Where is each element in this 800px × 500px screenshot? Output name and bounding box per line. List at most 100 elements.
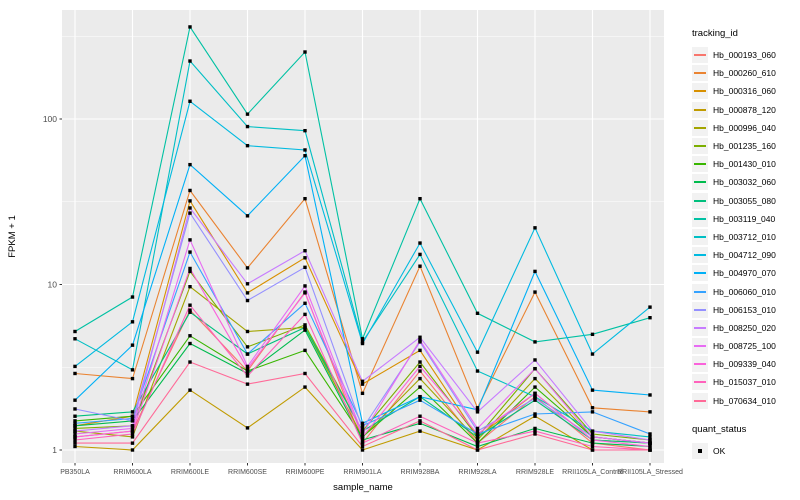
legend-item: Hb_070634_010 [692, 392, 798, 410]
data-point [245, 298, 250, 303]
data-point [590, 432, 595, 436]
data-point [418, 429, 422, 433]
data-point [73, 438, 77, 442]
data-point [418, 348, 422, 353]
legend-item: Hb_004970_070 [692, 264, 798, 282]
legend-key-line-icon [692, 247, 708, 264]
data-point [188, 308, 192, 312]
data-point [590, 438, 595, 442]
data-point [360, 379, 365, 384]
legend-line-swatch [694, 199, 706, 202]
legend-key-line-icon [692, 374, 708, 391]
data-point [188, 25, 192, 29]
data-point [360, 435, 365, 439]
data-point [303, 371, 307, 376]
data-point [475, 311, 480, 315]
legend-label: Hb_000260_610 [713, 68, 776, 79]
data-point [188, 269, 192, 274]
data-point [533, 412, 537, 416]
legend-label: Hb_004970_070 [713, 268, 776, 279]
data-point [245, 112, 250, 116]
legend-line-swatch [694, 345, 706, 348]
data-point [245, 345, 250, 349]
y-axis-title: FPKM + 1 [7, 215, 18, 258]
data-point [73, 432, 77, 436]
data-point [188, 99, 192, 103]
data-point [475, 432, 480, 436]
data-point [360, 382, 365, 386]
data-point [360, 444, 365, 449]
legend-item: Hb_006060_010 [692, 282, 798, 300]
data-point [245, 426, 250, 430]
data-point [73, 364, 77, 369]
legend-item: Hb_003032_060 [692, 173, 798, 191]
data-point [418, 376, 422, 381]
quant-legend-item: OK [692, 442, 798, 460]
legend-key-line-icon [692, 356, 708, 373]
data-point [188, 250, 192, 254]
data-point [648, 438, 652, 442]
data-point [533, 290, 537, 294]
data-point [188, 206, 192, 210]
data-point [130, 376, 135, 381]
data-point [303, 301, 307, 305]
data-point [188, 310, 192, 314]
legend-item: Hb_001430_010 [692, 155, 798, 173]
data-point [130, 435, 135, 439]
data-point [475, 444, 480, 449]
legend-label: Hb_000193_060 [713, 50, 776, 61]
x-tick-label: RRIM600LE [171, 469, 209, 476]
data-point [188, 303, 192, 307]
data-point [418, 264, 422, 268]
legend-line-swatch [694, 308, 706, 311]
x-tick-label: RRIM928LA [458, 469, 496, 476]
legend-label: Hb_001430_010 [713, 159, 776, 170]
data-point [303, 385, 307, 389]
data-point [303, 50, 307, 54]
legend-item: Hb_003712_010 [692, 228, 798, 246]
data-point [188, 211, 192, 215]
legend-item: Hb_008250_020 [692, 319, 798, 337]
data-point [533, 429, 537, 433]
x-tick-label: RRIM928LE [516, 469, 554, 476]
data-point [533, 396, 537, 401]
legend-square-swatch [698, 448, 702, 453]
legend-item: Hb_000260_610 [692, 64, 798, 82]
data-point [130, 320, 135, 324]
legend-item: Hb_000996_040 [692, 119, 798, 137]
data-point [533, 394, 537, 399]
legend-label: Hb_000878_120 [713, 104, 776, 115]
data-point [360, 426, 365, 431]
legend-line-swatch [694, 381, 706, 384]
legend-line-swatch [694, 217, 706, 220]
legend-title: tracking_id [692, 28, 738, 39]
data-point [245, 382, 250, 386]
data-point [303, 325, 307, 330]
data-point [590, 444, 595, 449]
data-point [648, 444, 652, 449]
legend-label: Hb_015037_010 [713, 377, 776, 388]
data-point [73, 371, 77, 376]
legend-key-line-icon [692, 119, 708, 136]
legend-label: Hb_003712_010 [713, 231, 776, 242]
data-point [73, 337, 77, 341]
x-axis-title: sample_name [333, 482, 393, 493]
legend-line-swatch [694, 399, 706, 402]
data-point [533, 391, 537, 396]
data-point [418, 369, 422, 373]
data-point [475, 369, 480, 373]
x-tick-label: PB350LA [60, 469, 90, 476]
data-point [303, 196, 307, 201]
data-point [533, 414, 537, 418]
data-point [73, 421, 77, 425]
data-point [73, 414, 77, 418]
data-point [418, 360, 422, 364]
data-point [245, 143, 250, 148]
x-tick-label: RRIM600SE [228, 469, 267, 476]
data-point [188, 188, 192, 193]
data-point [188, 284, 192, 289]
data-point [188, 59, 192, 63]
legend-item: Hb_015037_010 [692, 373, 798, 391]
data-point [475, 408, 480, 412]
